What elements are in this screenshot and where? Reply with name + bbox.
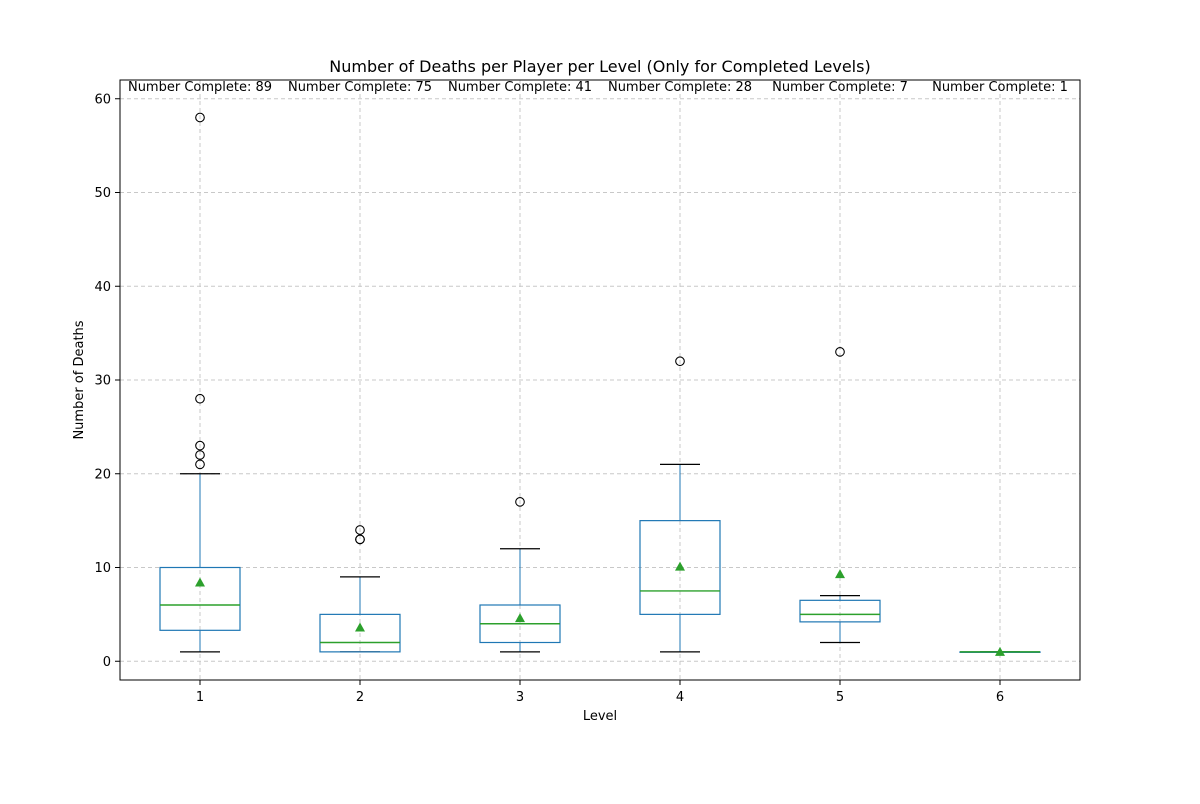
box-level-4 [639, 356, 721, 653]
number-complete-annotation: Number Complete: 28 [608, 80, 752, 95]
number-complete-annotation: Number Complete: 1 [932, 80, 1068, 95]
outlier-point [195, 393, 205, 404]
mean-marker [995, 646, 1005, 656]
number-complete-annotation: Number Complete: 89 [128, 80, 272, 95]
number-complete-annotation: Number Complete: 75 [288, 80, 432, 95]
box-level-2 [319, 525, 401, 653]
outlier-point [355, 534, 365, 545]
outlier-point [835, 347, 845, 357]
outlier-point [195, 459, 205, 470]
outlier-point [515, 497, 525, 507]
x-tick-label: 3 [516, 690, 524, 705]
annotation-layer: Number Complete: 89 Number Complete: 75 Nu… [128, 80, 1068, 95]
outlier-point [355, 525, 365, 535]
outlier-point [195, 112, 205, 123]
iqr-box [799, 599, 881, 623]
y-tick-label: 30 [94, 374, 111, 389]
y-tick-label: 50 [94, 186, 111, 201]
y-axis-label: Number of Deaths [72, 320, 87, 439]
y-tick-label: 0 [103, 655, 111, 670]
chart-title: Number of Deaths per Player per Level (O… [329, 57, 870, 76]
number-complete-annotation: Number Complete: 7 [772, 80, 908, 95]
outlier-point [195, 440, 205, 451]
x-tick-label: 1 [196, 690, 204, 705]
x-axis-label: Level [583, 709, 617, 724]
box-level-3 [479, 497, 561, 653]
box-level-6 [959, 646, 1041, 656]
x-tick-label: 6 [996, 690, 1004, 705]
y-tick-label: 40 [94, 280, 111, 295]
mean-marker [355, 622, 365, 632]
y-axis: 0 10 20 30 40 50 60 [94, 92, 120, 670]
x-tick-label: 2 [356, 690, 364, 705]
grid-layer [120, 80, 1080, 680]
mean-marker [195, 577, 205, 587]
box-layer [159, 112, 1041, 656]
box-level-5 [799, 347, 881, 644]
iqr-box [319, 613, 401, 653]
iqr-box [639, 520, 721, 615]
x-axis: 1 2 3 4 5 6 [196, 680, 1004, 705]
mean-marker [675, 561, 685, 571]
x-tick-label: 5 [836, 690, 844, 705]
x-tick-label: 4 [676, 690, 684, 705]
iqr-box [159, 566, 241, 631]
mean-marker [835, 569, 845, 579]
outlier-point [675, 356, 685, 367]
y-tick-label: 60 [94, 92, 111, 107]
box-level-1 [159, 112, 241, 653]
y-tick-label: 20 [94, 467, 111, 482]
y-tick-label: 10 [94, 561, 111, 576]
outlier-point [195, 450, 205, 460]
number-complete-annotation: Number Complete: 41 [448, 80, 592, 95]
mean-marker [515, 613, 525, 623]
